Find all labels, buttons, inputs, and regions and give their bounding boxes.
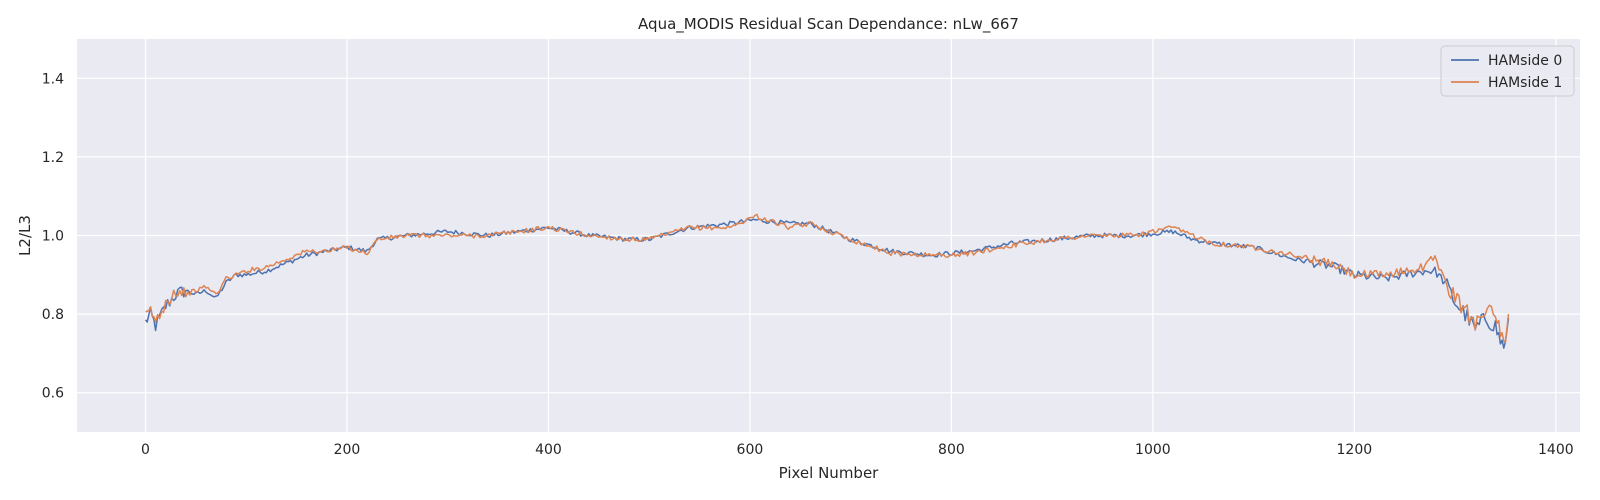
x-tick-label: 1000	[1135, 442, 1171, 458]
y-axis-label: L2/L3	[16, 215, 34, 256]
x-tick-label: 1400	[1538, 442, 1574, 458]
legend-label: HAMside 1	[1488, 75, 1562, 91]
y-tick-label: 0.6	[42, 386, 64, 402]
chart-title: Aqua_MODIS Residual Scan Dependance: nLw…	[638, 15, 1019, 34]
legend: HAMside 0 HAMside 1	[1440, 45, 1575, 97]
x-tick-label: 0	[141, 442, 150, 458]
y-tick-label: 1.4	[42, 71, 64, 87]
y-tick-label: 1.2	[42, 150, 64, 166]
y-tick-label: 0.8	[42, 307, 64, 323]
x-tick-label: 1200	[1337, 442, 1373, 458]
x-tick-label: 400	[535, 442, 562, 458]
x-tick-label: 200	[334, 442, 361, 458]
series-layer	[144, 213, 1510, 349]
x-tick-labels: 0 200 400 600 800 1000 1200 1400	[141, 442, 1574, 458]
y-tick-label: 1.0	[42, 229, 64, 245]
x-tick-label: 800	[938, 442, 965, 458]
legend-box	[1440, 45, 1575, 97]
y-tick-labels: 0.6 0.8 1.0 1.2 1.4	[42, 71, 64, 401]
x-tick-label: 600	[737, 442, 764, 458]
legend-label: HAMside 0	[1488, 53, 1562, 69]
y-gridlines	[77, 77, 1580, 394]
x-axis-label: Pixel Number	[779, 464, 880, 482]
series-line-hamside-1	[145, 213, 1510, 343]
